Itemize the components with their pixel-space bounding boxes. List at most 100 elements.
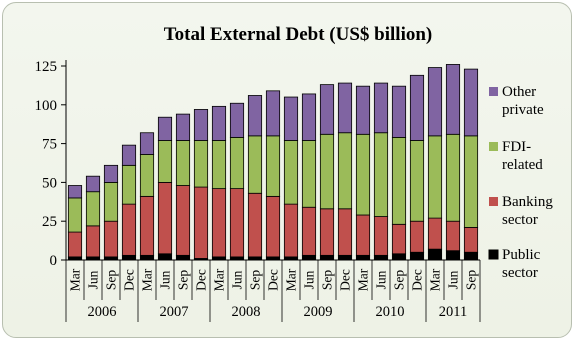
bar-segment-banking-sector <box>445 220 461 252</box>
legend: Other private FDI-related Banking sector Publ… <box>488 84 553 281</box>
y-axis: 0 25 50 75 100 125 <box>35 59 67 269</box>
bar-segment-fdi-related <box>427 135 443 219</box>
bar-segment-banking-sector <box>67 231 83 258</box>
x-year-label: 2007 <box>160 304 189 320</box>
bar-segment-banking-sector <box>337 208 353 256</box>
bar-segment-other-private <box>463 68 479 137</box>
bar-segment-other-private <box>229 102 245 138</box>
bar-segment-banking-sector <box>265 195 281 258</box>
bar-segment-banking-sector <box>427 217 443 250</box>
bar-segment-banking-sector <box>229 188 245 258</box>
x-category-label: Jun <box>374 270 389 289</box>
legend-label-fdi-related: FDI-related <box>502 139 543 173</box>
bar-segment-banking-sector <box>139 195 155 256</box>
x-category-label: Dec <box>266 269 281 291</box>
bar-segment-fdi-related <box>67 197 83 233</box>
bar-segment-other-private <box>247 95 263 137</box>
x-category-label: Sep <box>464 270 479 291</box>
x-category-label: Mar <box>68 268 83 291</box>
bar-segment-other-private <box>283 96 299 141</box>
x-category-label: Sep <box>248 270 263 291</box>
bar-segment-public-sector <box>121 254 137 261</box>
bar-segment-fdi-related <box>103 181 119 222</box>
bar-segment-banking-sector <box>121 203 137 256</box>
bar-segment-public-sector <box>175 254 191 261</box>
bar-segment-fdi-related <box>229 136 245 190</box>
x-category-label: Mar <box>212 268 227 291</box>
legend-swatch-fdi-related <box>489 142 498 151</box>
x-category-label: Jun <box>230 270 245 289</box>
x-category-label: Mar <box>428 268 443 291</box>
bar-segment-other-private <box>409 74 425 141</box>
legend-label-other-private: Other private <box>502 84 544 118</box>
bar-segment-fdi-related <box>175 140 191 186</box>
bar-segment-public-sector <box>373 254 389 261</box>
bar-segment-other-private <box>301 93 317 141</box>
x-year-label: 2008 <box>232 304 261 320</box>
bar-segment-banking-sector <box>157 181 173 255</box>
bar-segment-other-private <box>265 90 281 137</box>
bar-segment-other-private <box>373 82 389 134</box>
bar-segment-fdi-related <box>319 133 335 210</box>
bar-segment-banking-sector <box>103 220 119 258</box>
bar-segment-public-sector <box>463 251 479 261</box>
x-category-label: Jun <box>158 270 173 289</box>
bar-segment-fdi-related <box>85 191 101 227</box>
bar-segment-fdi-related <box>463 135 479 228</box>
bar-segment-banking-sector <box>409 220 425 253</box>
bar-segment-banking-sector <box>463 227 479 253</box>
bar-segment-banking-sector <box>283 203 299 258</box>
chart-title: Total External Debt (US$ billion) <box>164 24 433 45</box>
x-axis: Mar Jun Sep Dec Mar Jun Sep Dec Mar Jun Sep Dec Mar J… <box>65 259 481 322</box>
bar-segment-public-sector <box>427 248 443 261</box>
bar-segment-other-private <box>193 109 209 141</box>
x-year-label: 2011 <box>439 304 467 320</box>
bar-segment-public-sector <box>319 254 335 261</box>
x-category-label: Mar <box>356 268 371 291</box>
x-category-label: Mar <box>284 268 299 291</box>
x-category-label: Jun <box>446 270 461 289</box>
bar-segment-fdi-related <box>391 136 407 225</box>
y-tick-label: 50 <box>42 175 57 191</box>
x-category-label: Jun <box>302 270 317 289</box>
bar-segment-other-private <box>337 82 353 134</box>
x-category-label: Dec <box>338 269 353 291</box>
bar-segment-banking-sector <box>247 192 263 258</box>
bar-segment-public-sector <box>391 253 407 261</box>
legend-swatch-other-private <box>489 87 498 96</box>
x-year-label: 2009 <box>304 304 333 320</box>
y-tick-label: 0 <box>50 253 58 269</box>
bars <box>67 64 479 261</box>
bar-segment-fdi-related <box>265 135 281 197</box>
bar-segment-banking-sector <box>391 223 407 255</box>
bar-segment-other-private <box>175 113 191 141</box>
bar-segment-fdi-related <box>121 164 137 205</box>
bar-segment-public-sector <box>445 250 461 261</box>
bar-segment-other-private <box>445 64 461 135</box>
bar-segment-public-sector <box>157 253 173 261</box>
bar-segment-other-private <box>427 67 443 137</box>
bar-segment-banking-sector <box>355 214 371 256</box>
bar-segment-banking-sector <box>175 185 191 256</box>
bar-segment-fdi-related <box>139 154 155 197</box>
x-category-label: Dec <box>122 269 137 291</box>
bar-segment-other-private <box>85 175 101 193</box>
bar-segment-other-private <box>67 185 83 199</box>
bar-segment-fdi-related <box>409 140 425 222</box>
x-year-label: 2010 <box>376 304 405 320</box>
bar-segment-banking-sector <box>85 225 101 258</box>
bar-segment-fdi-related <box>337 132 353 210</box>
bar-segment-public-sector <box>301 254 317 261</box>
y-tick-label: 25 <box>42 214 57 230</box>
x-category-label: Mar <box>140 268 155 291</box>
bar-segment-banking-sector <box>301 206 317 256</box>
x-category-label: Sep <box>104 270 119 291</box>
bar-segment-fdi-related <box>283 140 299 205</box>
bar-segment-other-private <box>211 105 227 141</box>
legend-swatch-banking-sector <box>489 197 498 206</box>
bar-segment-banking-sector <box>211 188 227 258</box>
bar-segment-other-private <box>121 144 137 166</box>
y-tick-label: 100 <box>35 98 58 114</box>
bar-segment-fdi-related <box>301 140 317 208</box>
